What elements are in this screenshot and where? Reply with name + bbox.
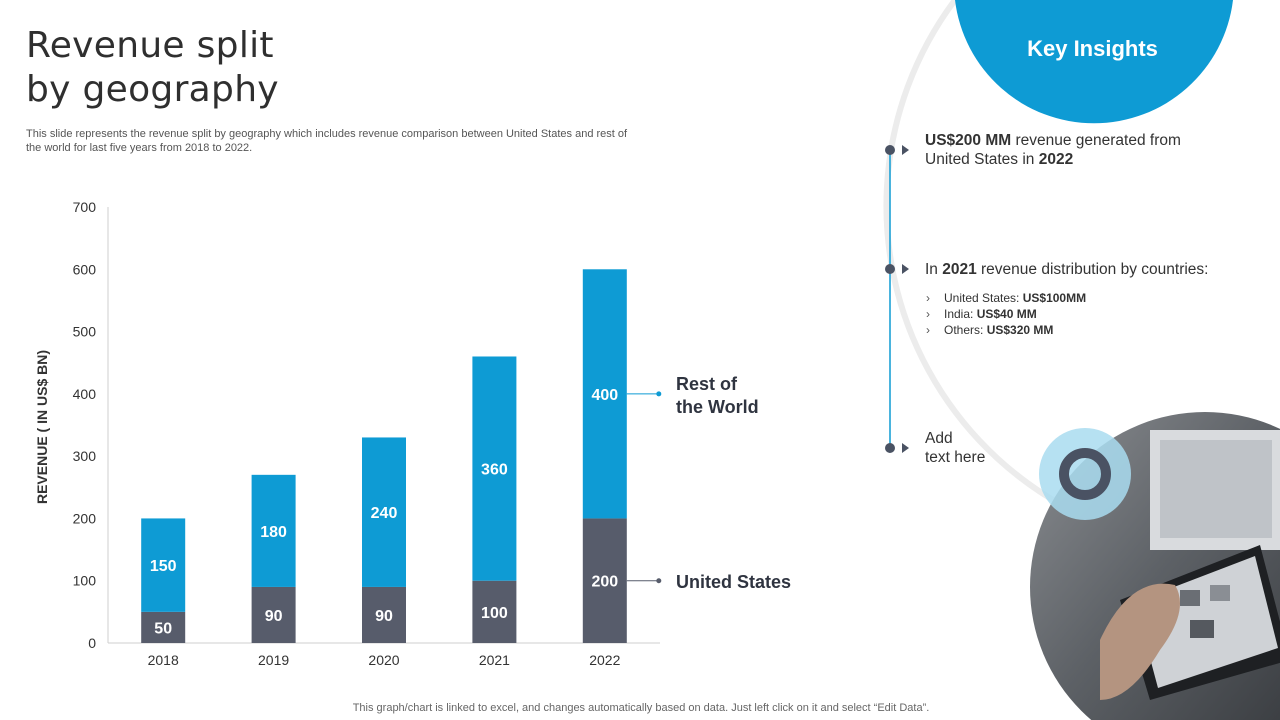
timeline-dot-1 [885,145,895,155]
y-tick-label: 600 [73,261,97,277]
list-item: United States: US$100MM [926,290,1086,306]
data-label-united-states: 90 [265,608,283,625]
y-axis-title: REVENUE ( IN US$ BN) [34,350,50,504]
bar-united-states [362,586,406,643]
data-label-united-states: 100 [481,605,508,622]
connector-dot-rest-of-world [656,391,662,397]
list-item-label: United States: [944,291,1023,305]
list-item-value: US$100MM [1022,291,1087,305]
insight-1-year: 2022 [1038,151,1074,168]
y-tick-label: 300 [73,448,97,464]
list-item: Others: US$320 MM [926,322,1086,338]
x-tick-label: 2021 [479,652,510,668]
x-tick-label: 2018 [148,652,179,668]
laptop-photo-icon [1030,412,1280,720]
insight-item-1: US$200 MM revenue generated from United … [925,131,1181,169]
y-tick-label: 700 [73,199,97,215]
title-line-2: by geography [26,69,279,110]
list-item-value: US$320 MM [986,323,1054,337]
bar-rest-of-world [582,269,627,519]
bar-united-states [582,518,627,643]
insight-item-2: In 2021 revenue distribution by countrie… [925,260,1209,279]
data-label-united-states: 90 [375,608,393,625]
y-tick-label: 0 [88,635,96,651]
timeline-dot-2 [885,264,895,274]
insight-3-line-2: text here [925,449,986,466]
insight-2-year: 2021 [942,261,977,278]
revenue-chart: 0 100 200 300 400 500 600 700 REVENUE ( IN US$ B… [34,199,662,668]
series-label-rest-of-world: Rest of the World [676,373,759,419]
insight-1-line-2: United States in [925,151,1039,168]
insight-2-pre: In [925,261,943,278]
y-tick-label: 200 [73,510,97,526]
key-insights-header-circle [955,0,1233,124]
data-label-united-states: 50 [154,620,172,637]
insight-1-text: revenue generated from [1011,132,1181,149]
ring-icon [1059,448,1111,500]
timeline-arrow-1-icon [902,145,909,155]
data-label-rest-of-world: 150 [150,558,177,575]
footer-note: This graph/chart is linked to excel, and… [352,702,930,714]
timeline-arrow-2-icon [902,264,909,274]
insight-1-bold: US$200 MM [925,132,1012,149]
list-item-value: US$40 MM [976,307,1037,321]
list-item-label: Others: [944,323,987,337]
y-tick-label: 100 [73,573,97,589]
insight-item-3: Add text here [925,429,985,467]
x-tick-label: 2022 [589,652,620,668]
key-insights-title: Key Insights [1027,36,1158,61]
y-tick-label: 500 [73,324,97,340]
data-label-rest-of-world: 180 [260,524,287,541]
series-label-rest-line-1: Rest of [676,374,738,394]
bar-rest-of-world [141,518,186,612]
title-line-1: Revenue split [26,25,274,66]
bar-united-states [251,586,296,643]
page-subtitle: This slide represents the revenue split … [26,128,628,154]
timeline-arrow-3-icon [902,443,909,453]
series-label-rest-line-2: the World [676,397,759,417]
bar-united-states [141,611,186,643]
bar-rest-of-world [362,437,406,587]
ring-icon-halo [1039,428,1131,520]
bar-rest-of-world [251,474,296,587]
x-tick-label: 2020 [368,652,399,668]
page-title: Revenue split by geography [26,24,279,112]
data-label-rest-of-world: 400 [591,387,618,404]
x-tick-label: 2019 [258,652,289,668]
connector-dot-united-states [656,578,662,584]
timeline-dot-3 [885,443,895,453]
bar-united-states [472,580,517,643]
list-item: India: US$40 MM [926,306,1086,322]
y-tick-label: 400 [73,386,97,402]
bar-rest-of-world [472,356,517,581]
series-label-united-states: United States [676,572,792,592]
data-label-rest-of-world: 240 [371,505,398,522]
insight-3-line-1: Add [925,430,953,447]
data-label-rest-of-world: 360 [481,462,508,479]
data-label-united-states: 200 [591,574,618,591]
insight-2-text: revenue distribution by countries: [976,261,1209,278]
insight-2-list: United States: US$100MM India: US$40 MM … [926,290,1086,338]
list-item-label: India: [944,307,977,321]
